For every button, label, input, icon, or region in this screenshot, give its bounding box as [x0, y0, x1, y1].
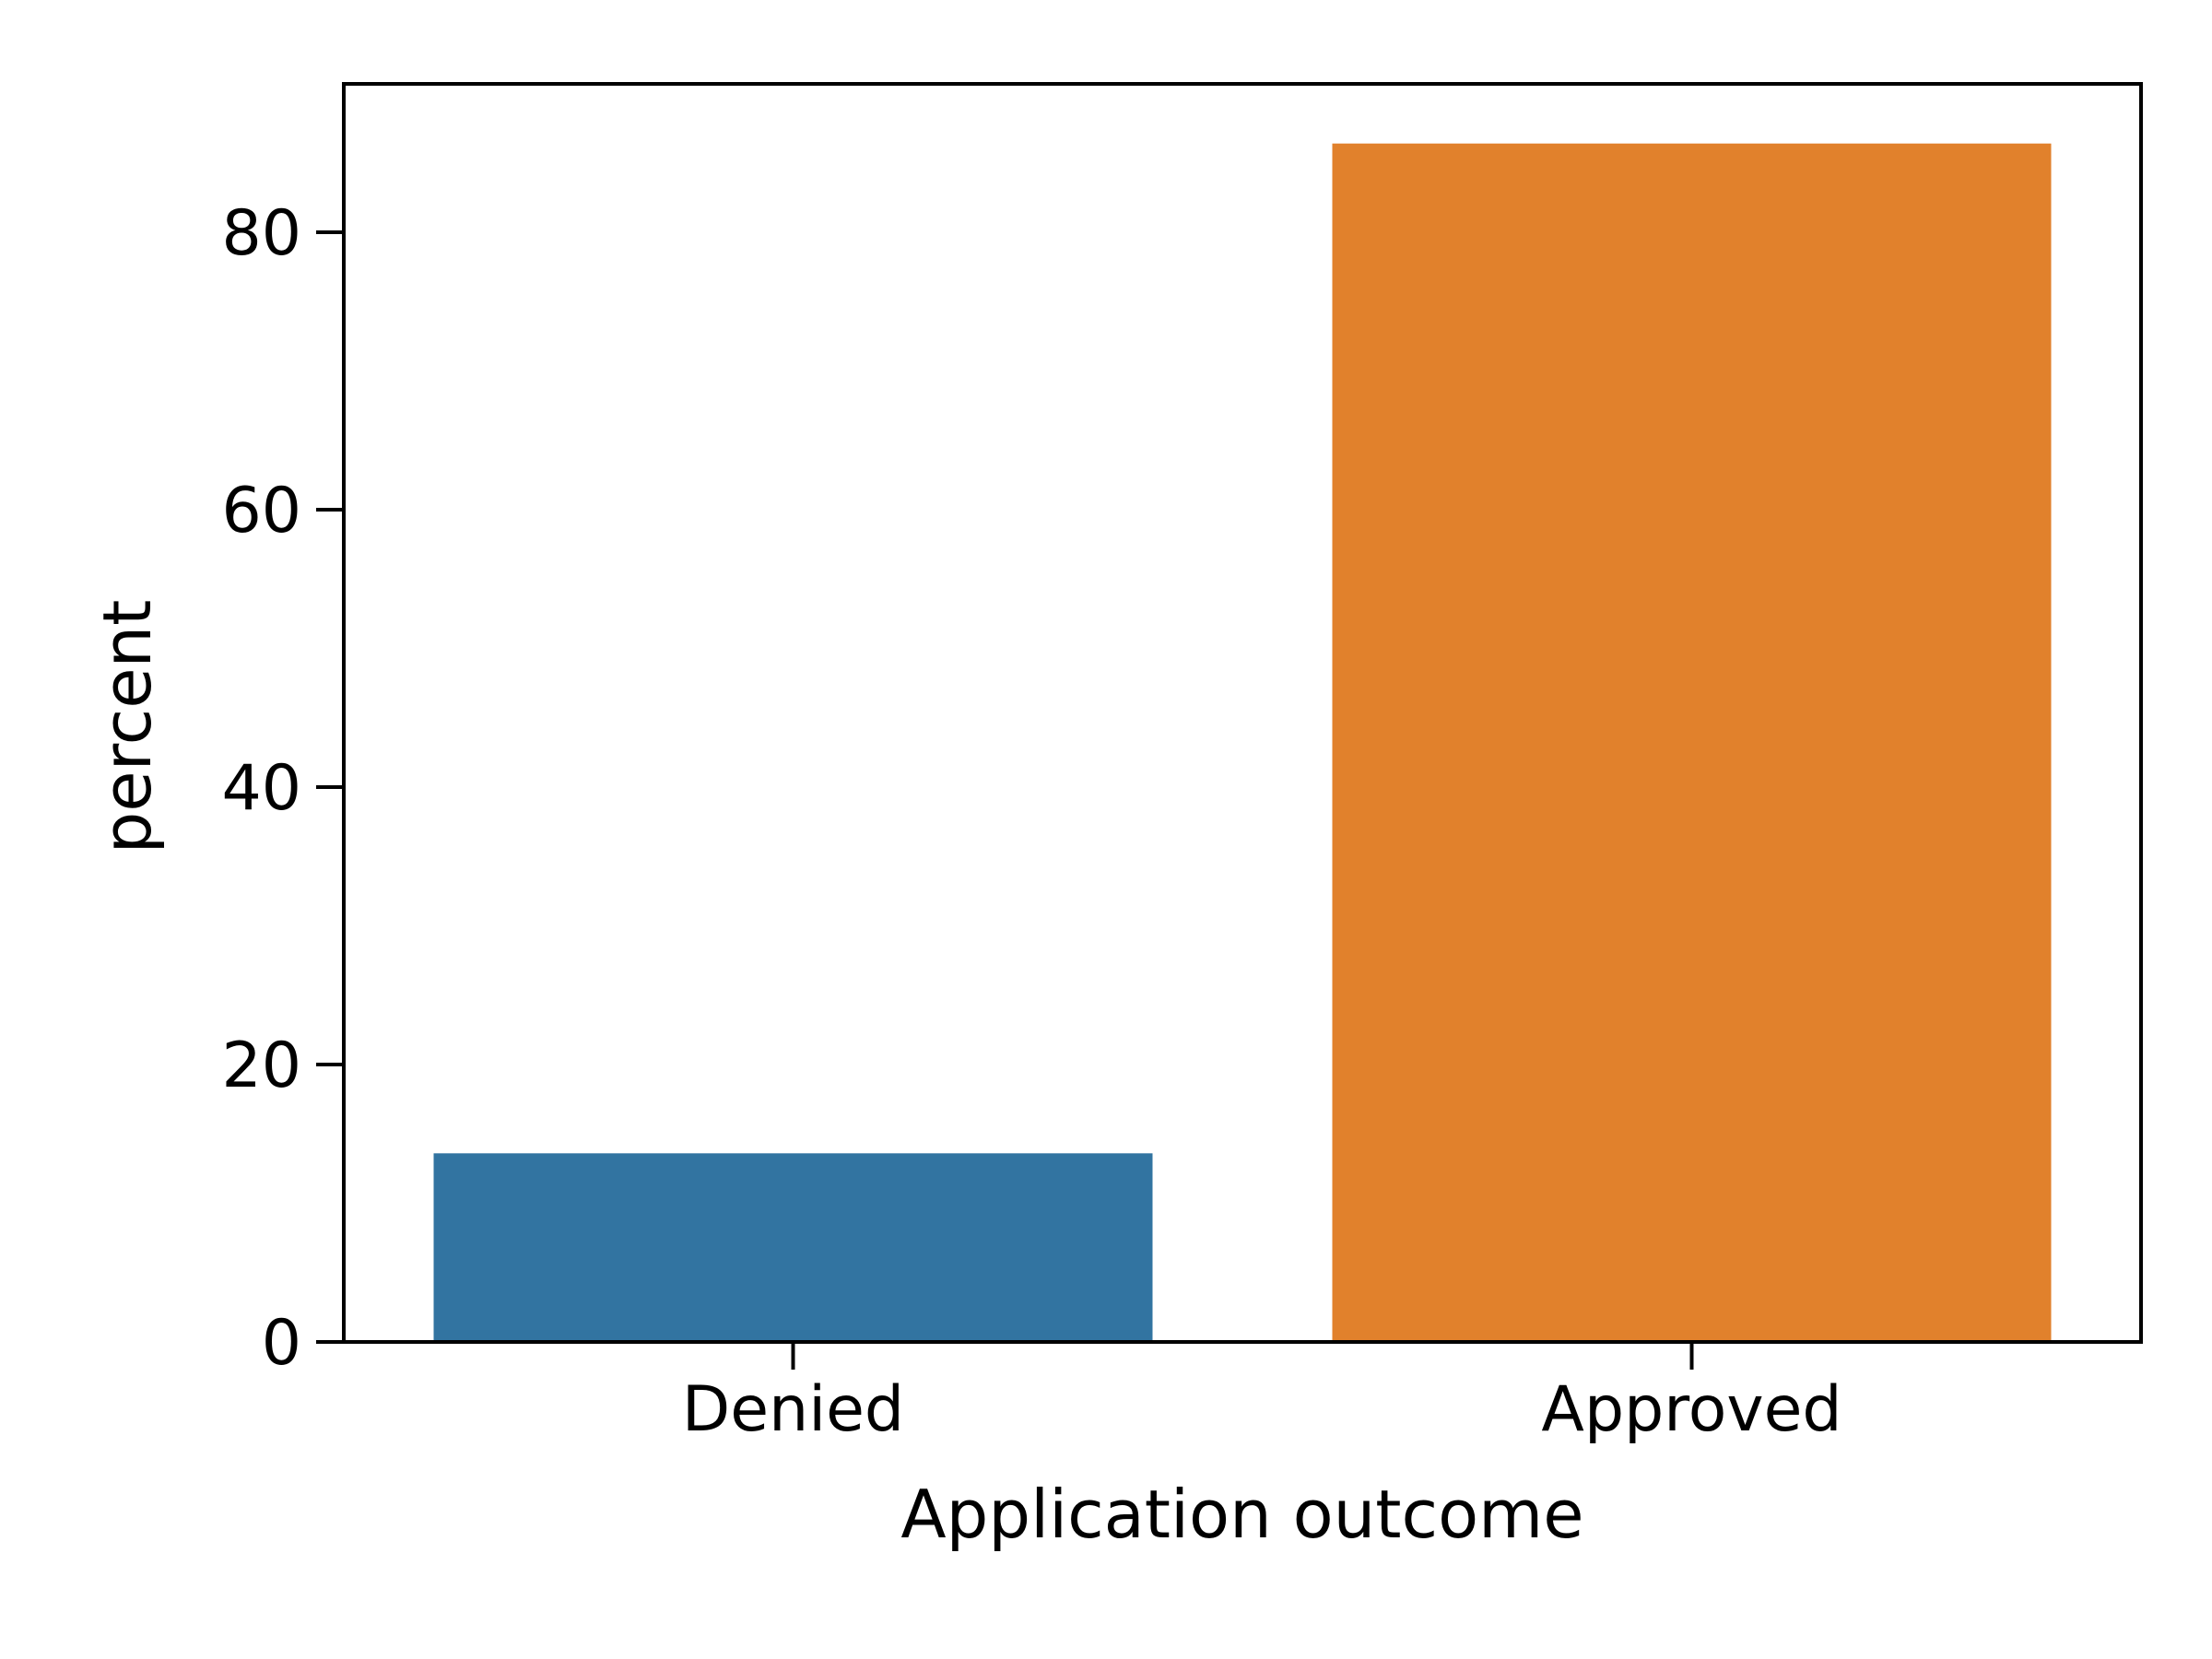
y-axis-ticks: 0 20 40 60 80: [221, 197, 344, 1380]
x-axis-label: Application outcome: [900, 1476, 1583, 1553]
y-tick-label: 20: [221, 1030, 301, 1102]
y-tick-label: 40: [221, 752, 301, 825]
x-axis-ticks: Denied Approved: [682, 1342, 1842, 1446]
x-tick-label: Approved: [1541, 1373, 1841, 1446]
y-axis-label: percent: [88, 600, 166, 854]
bar-denied: [433, 1153, 1153, 1342]
y-tick-label: 60: [221, 475, 301, 547]
x-tick-label: Denied: [682, 1373, 904, 1446]
bar-approved: [1332, 143, 2052, 1342]
y-tick-label: 0: [262, 1307, 301, 1380]
bars: [433, 143, 2052, 1342]
y-tick-label: 80: [221, 197, 301, 270]
plot-frame: [342, 82, 2143, 1344]
